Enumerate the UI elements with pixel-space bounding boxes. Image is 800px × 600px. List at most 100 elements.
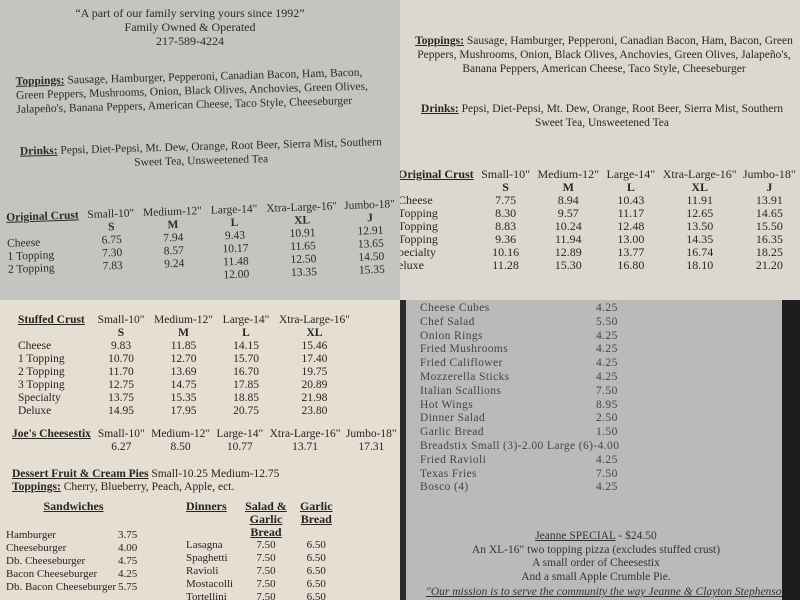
row-label: [6, 274, 83, 290]
item-price-garlic: 6.50: [306, 578, 326, 590]
size-header: Large-14": [210, 203, 258, 217]
item-name: Ravioli: [186, 565, 219, 577]
table-row: 2 Topping 11.70 13.69 16.70 19.75: [16, 366, 352, 379]
item-price: 5.50: [596, 315, 618, 328]
item-price: 4.75: [118, 555, 138, 567]
pies-toppings: Cherry, Blueberry, Peach, Apple, ect.: [60, 481, 235, 493]
side-item: Cheese Cubes 4.25: [420, 302, 620, 316]
price-cell: 16.80: [617, 258, 645, 272]
row-label: Deluxe: [18, 405, 52, 417]
pies-prices: Small-10.25 Medium-12.75: [148, 468, 280, 480]
table-row: Deluxe 14.95 17.95 20.75 23.80: [16, 405, 352, 418]
price-cell: 18.10: [686, 258, 714, 272]
sandwich-item: Hamburger 3.75: [6, 529, 141, 542]
row-label: 2 Topping: [18, 366, 65, 378]
menu-photo-top-right: Toppings: Sausage, Hamburger, Pepperoni,…: [400, 0, 800, 300]
table-row: pecialty 10.16 12.89 13.77 16.74 18.25: [400, 246, 800, 259]
table-title: Original Crust: [400, 167, 474, 181]
price-cell: 20.75: [233, 405, 259, 417]
dinner-item: Lasagna 7.50 6.50: [186, 539, 336, 552]
price-cell: 6.27: [111, 441, 132, 453]
price-cell: 17.95: [170, 405, 197, 417]
price-cell: 13.91: [755, 193, 783, 207]
price-cell: 15.35: [170, 392, 197, 404]
size-header: Medium-12": [154, 314, 213, 326]
item-name: Mozzerella Sticks: [420, 370, 510, 383]
row-label: Topping: [400, 219, 438, 233]
price-cell: 10.77: [226, 441, 253, 453]
price-cell: 10.70: [108, 353, 134, 365]
table-row: 1 Topping 10.70 12.70 15.70 17.40: [16, 353, 352, 366]
item-name: Italian Scallions: [420, 384, 502, 397]
pies-title: Dessert Fruit & Cream Pies: [12, 468, 149, 480]
price-cell: 19.75: [301, 366, 328, 378]
dinners-col-salad: Salad & Garlic Bread: [245, 499, 287, 539]
item-price: 4.25: [596, 481, 618, 494]
item-price-salad: 7.50: [256, 565, 276, 577]
side-item: Hot Wings 8.95: [420, 399, 620, 413]
item-name: Breadstix Small (3)-2.00 Large (6)-4.00: [420, 439, 620, 452]
table-row: Specialty 13.75 15.35 18.85 21.98: [16, 392, 352, 405]
price-cell: 12.48: [617, 219, 645, 233]
price-cell: 15.35: [358, 263, 385, 277]
price-cell: 13.69: [170, 366, 197, 378]
menu-photo-bottom-left: Stuffed Crust Small-10" Medium-12" Large-14…: [0, 300, 400, 600]
side-item: Texas Fries 7.50: [420, 468, 620, 482]
size-code: M: [178, 327, 189, 339]
row-label: 1 Topping: [18, 353, 65, 365]
price-cell: 11.85: [170, 340, 197, 352]
table-row: Cheese 7.75 8.94 10.43 11.91 13.91: [400, 194, 800, 207]
special-line: And a small Apple Crumble Pie.: [521, 570, 671, 583]
item-name: Onion Rings: [420, 329, 483, 342]
side-item: Dinner Salad 2.50: [420, 412, 620, 426]
price-cell: 14.75: [170, 379, 197, 391]
price-cell: 20.89: [301, 379, 328, 391]
item-price: 4.25: [596, 329, 618, 342]
price-cell: 18.85: [233, 392, 259, 404]
item-name: Hamburger: [6, 529, 56, 541]
size-code: L: [242, 327, 250, 339]
table-row: Cheese 9.83 11.85 14.15 15.46: [16, 340, 352, 353]
tagline: “A part of our family serving yours sinc…: [75, 6, 305, 20]
item-price-garlic: 6.50: [306, 591, 326, 600]
toppings-label: Toppings:: [15, 74, 65, 88]
price-cell: 16.74: [686, 245, 714, 259]
table-title: Joe's Cheesestix: [12, 428, 91, 440]
mission-statement: "Our mission is to serve the community t…: [426, 586, 788, 600]
drinks-label: Drinks:: [19, 144, 58, 158]
phone: 217-589-4224: [156, 34, 224, 48]
menu-photo-bottom-right: Cheese Cubes 4.25 Chef Salad 5.50 Onion Ring…: [400, 300, 800, 600]
drinks-text: Pepsi, Diet-Pepsi, Mt. Dew, Orange, Root…: [57, 136, 382, 169]
price-cell: 10.16: [492, 245, 520, 259]
item-name: Cheeseburger: [6, 542, 67, 554]
item-name: Db. Cheeseburger: [6, 555, 86, 567]
item-price-garlic: 6.50: [306, 539, 326, 551]
size-header: Jumbo-18": [345, 428, 397, 440]
size-header: Large-14": [606, 167, 656, 181]
sandwich-item: Bacon Cheeseburger 4.25: [6, 568, 141, 581]
price-cell: 15.70: [233, 353, 259, 365]
item-name: Cheese Cubes: [420, 302, 490, 314]
sandwiches-title: Sandwiches: [43, 499, 104, 513]
price-cell: 11.17: [617, 206, 645, 220]
price-cell: 16.70: [233, 366, 259, 378]
price-cell: 14.65: [755, 206, 783, 220]
size-header: Xtra-Large-16": [266, 200, 338, 215]
size-code: L: [626, 180, 635, 194]
item-price-salad: 7.50: [256, 578, 276, 590]
table-row: eluxe 11.28 15.30 16.80 18.10 21.20: [400, 259, 800, 272]
side-item: Italian Scallions 7.50: [420, 385, 620, 399]
dinners-col-garlic: Garlic Bread: [299, 499, 333, 526]
size-code: M: [562, 180, 574, 194]
side-item: Onion Rings 4.25: [420, 330, 620, 344]
price-cell: 14.35: [686, 232, 714, 246]
special-price: - $24.50: [615, 530, 657, 542]
price-cell: 16.35: [755, 232, 783, 246]
sandwich-item: Cheeseburger 4.00: [6, 542, 141, 555]
pies-toppings-label: Toppings:: [12, 481, 61, 493]
drinks-text: Pepsi, Diet-Pepsi, Mt. Dew, Orange, Root…: [458, 103, 783, 129]
item-price: 7.50: [596, 467, 618, 480]
price-cell: 14.95: [108, 405, 134, 417]
item-name: Mostacolli: [186, 578, 234, 590]
size-header: Large-14": [216, 428, 264, 440]
